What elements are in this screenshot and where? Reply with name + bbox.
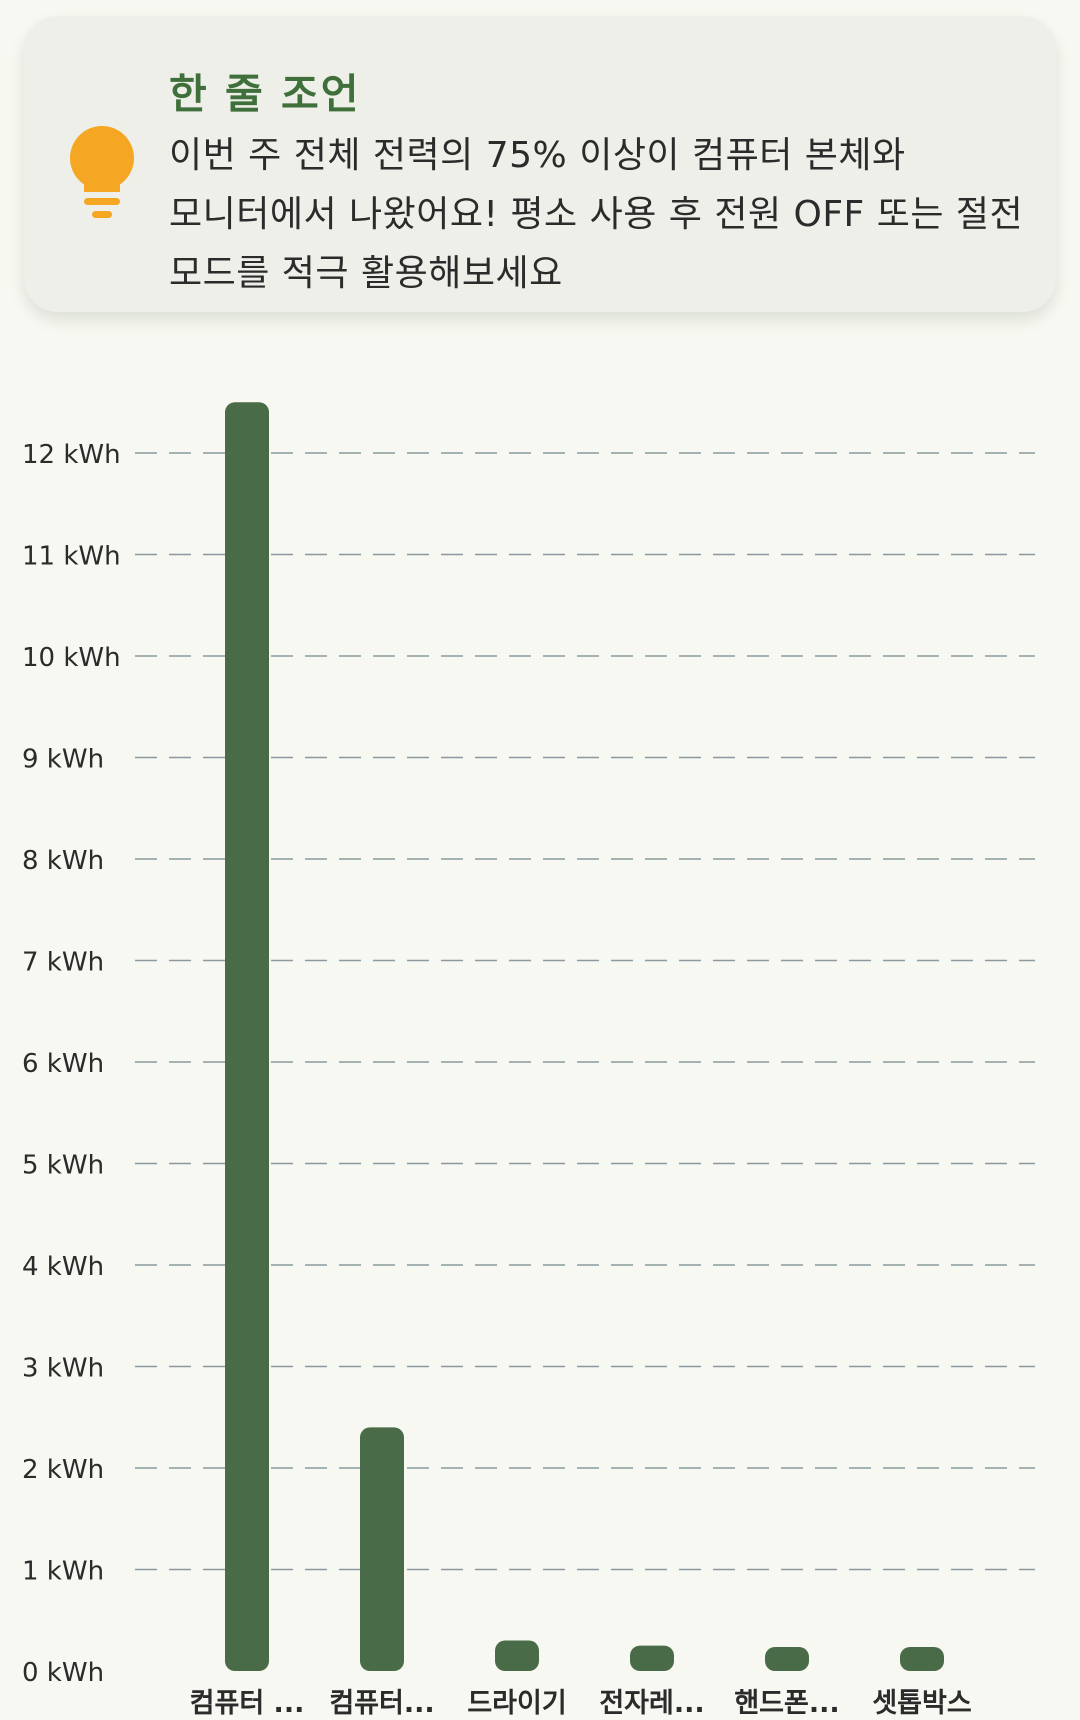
bar[interactable]	[225, 402, 269, 1671]
x-category-label: 컴퓨터 ...	[190, 1688, 305, 1719]
x-category-label: 셋톱박스	[872, 1688, 971, 1719]
lightbulb-icon	[70, 126, 134, 218]
y-tick-label: 10 kWh	[22, 643, 121, 673]
advice-title: 한 줄 조언	[169, 70, 361, 118]
bar[interactable]	[765, 1647, 809, 1671]
y-tick-label: 8 kWh	[22, 846, 104, 876]
y-tick-label: 9 kWh	[22, 745, 104, 775]
x-category-label: 전자레...	[599, 1688, 704, 1719]
y-tick-label: 11 kWh	[22, 542, 121, 572]
y-tick-label: 3 kWh	[22, 1354, 104, 1384]
y-tick-label: 4 kWh	[22, 1252, 104, 1282]
y-tick-label: 6 kWh	[22, 1049, 104, 1079]
bar[interactable]	[360, 1427, 404, 1671]
x-category-label: 핸드폰...	[734, 1688, 839, 1719]
y-tick-label: 1 kWh	[22, 1557, 104, 1587]
y-tick-label: 7 kWh	[22, 948, 104, 978]
bar[interactable]	[495, 1640, 539, 1671]
advice-text: 이번 주 전체 전력의 75% 이상이 컴퓨터 본체와 모니터에서 나왔어요! …	[169, 135, 1024, 294]
y-tick-label: 0 kWh	[22, 1658, 104, 1688]
y-tick-label: 12 kWh	[22, 440, 121, 470]
x-category-label: 드라이기	[467, 1688, 566, 1719]
chart-canvas: 0 kWh 1 kWh 2 kWh 3 kWh 4 kWh 5 kWh 6 kWh 7 kWh…	[22, 402, 1035, 1719]
y-tick-label: 2 kWh	[22, 1455, 104, 1485]
advice-card: 한 줄 조언 이번 주 전체 전력의 75% 이상이 컴퓨터 본체와 모니터에서…	[24, 16, 1056, 312]
energy-bar-chart: 0 kWh 1 kWh 2 kWh 3 kWh 4 kWh 5 kWh 6 kWh 7 kWh…	[0, 340, 1080, 1720]
bar[interactable]	[630, 1645, 674, 1671]
y-tick-label: 5 kWh	[22, 1151, 104, 1181]
x-category-label: 컴퓨터...	[329, 1688, 434, 1719]
bar[interactable]	[900, 1647, 944, 1671]
